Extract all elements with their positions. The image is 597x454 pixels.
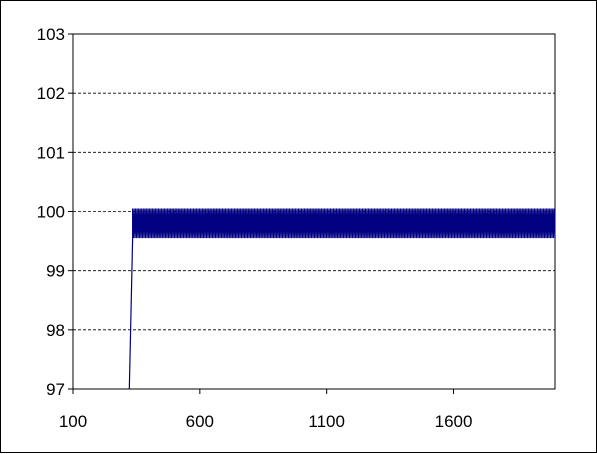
y-tick-label: 102 (37, 84, 65, 103)
y-tick-label: 97 (46, 380, 65, 399)
y-tick-label: 103 (37, 25, 65, 44)
series-line (128, 208, 556, 390)
y-axis-ticks: 97 98 99 100 101 102 103 (37, 25, 73, 399)
x-axis-ticks: 100 600 1100 1600 (59, 389, 473, 431)
y-tick-label: 98 (46, 321, 65, 340)
y-tick-label: 100 (37, 203, 65, 222)
x-tick-label: 600 (186, 412, 214, 431)
x-tick-label: 100 (59, 412, 87, 431)
y-tick-label: 99 (46, 262, 65, 281)
x-tick-label: 1100 (308, 412, 345, 431)
x-tick-label: 1600 (435, 412, 473, 431)
y-tick-label: 101 (37, 143, 65, 162)
